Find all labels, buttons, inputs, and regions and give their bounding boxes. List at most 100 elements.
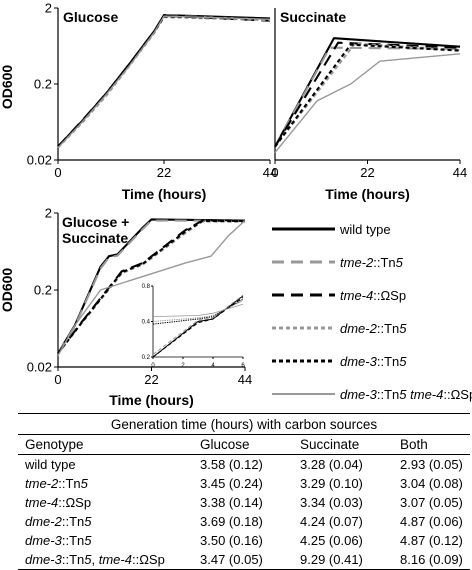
value-cell: 3.45 (0.24) [200,476,263,491]
x-tick-label: 2 [181,363,185,369]
x-tick-label: 4 [211,363,215,369]
series-line-dbl [274,53,461,154]
value-cell: 3.29 (0.10) [300,476,363,491]
legend-label: dme-3::Tn5 [340,354,407,369]
series-line-dme3 [274,43,461,148]
value-cell: 3.28 (0.04) [300,457,363,472]
legend-entry-dme2: dme-2::Tn5 [272,321,407,336]
panel-title: Glucose [63,9,118,25]
y-tick-label: 2 [45,1,52,16]
series-line-dbl [57,219,246,357]
value-cell: 3.47 (0.05) [193,550,293,570]
x-tick-label: 22 [157,165,171,180]
x-tick-label: 44 [453,165,467,180]
x-tick-label: 0 [271,165,278,180]
chart-legend: wild typetme-2::Tn5tme-4::ΩSpdme-2::Tn5d… [272,222,472,402]
table-row: dme-3::Tn5 3.50 (0.16) 4.25 (0.06) 4.87 (0.… [18,531,470,550]
legend-label: wild type [339,222,391,237]
table-row: tme-2::Tn5 3.45 (0.24) 3.29 (0.10) 3.04 (0.… [18,474,470,493]
x-tick-label: 44 [263,165,277,180]
legend-entry-dbl: dme-3::Tn5 tme-4::ΩSp [272,387,472,402]
series-line-tme2 [57,219,246,354]
value-cell: 4.24 (0.07) [300,514,363,529]
legend-label: dme-3::Tn5 tme-4::ΩSp [340,387,472,402]
y-tick-label: 0.02 [27,153,52,168]
value-cell: 4.87 (0.06) [400,514,463,529]
legend-label: dme-2::Tn5 [340,321,407,336]
header-genotype: Genotype [18,434,193,455]
series-line-dbl [152,303,244,317]
genotype-cell: wild type [25,457,76,472]
panel-title-line2: Succinate [62,230,128,246]
series-line-dme2 [57,16,271,149]
value-cell: 4.25 (0.06) [300,533,363,548]
legend-label: tme-4::ΩSp [340,288,406,303]
series-line-tme2 [274,46,461,148]
value-cell: 3.38 (0.14) [200,495,263,510]
legend-label: tme-2::Tn5 [340,255,404,270]
y-tick-label: 0.4 [142,320,151,326]
genotype-cell: dme-2::Tn5 [25,514,92,529]
series-line-wt [57,13,271,148]
series-line-dme3 [57,15,271,148]
value-cell: 3.04 (0.08) [400,476,463,491]
table-row: dme-3::Tn5, tme-4::ΩSp 3.47 (0.05) 9.29 (0… [18,550,470,570]
series-line-tme2 [152,294,244,355]
y-tick-label: 0.2 [34,77,52,92]
legend-entry-wt: wild type [272,222,391,237]
table-row: wild type 3.58 (0.12) 3.28 (0.04) 2.93 (0.0… [18,455,470,475]
y-tick-label: 0.2 [142,355,151,361]
series-line-dbl [57,15,271,149]
x-tick-label: 0 [151,363,155,369]
panel-title: Glucose + [62,214,129,230]
value-cell: 3.69 (0.18) [200,514,263,529]
legend-entry-tme2: tme-2::Tn5 [272,255,404,270]
x-tick-label: 22 [144,372,158,387]
series-line-tme2 [57,14,271,148]
x-axis-label: Time (hours) [325,186,410,202]
value-cell: 3.50 (0.16) [200,533,263,548]
x-tick-label: 0 [54,372,61,387]
value-cell: 3.07 (0.05) [400,495,463,510]
series-line-dme3 [152,298,244,325]
genotype-cell: tme-2::Tn5 [25,476,88,491]
series-line-dme3 [57,219,246,355]
x-axis-label: Time (hours) [122,186,207,202]
y-tick-label: 0.02 [27,360,52,375]
panel-inset: 0.8 0.4 0.20 2 4 6 [142,284,246,369]
panel-succinate: 0 22 44 Time (hours) Succinate [271,8,467,202]
y-tick-label: 0.2 [34,283,52,298]
table-header-row: Genotype Glucose Succinate Both [18,434,470,455]
legend-entry-tme4: tme-4::ΩSp [272,288,406,303]
table-row: tme-4::ΩSp 3.38 (0.14) 3.34 (0.03) 3.07 (0.… [18,493,470,512]
y-axis-label-top: OD600 [0,65,15,110]
value-cell: 3.34 (0.03) [300,495,363,510]
panel-title: Succinate [280,9,346,25]
y-axis-label-bottom: OD600 [0,268,15,313]
value-cell: 8.16 (0.09) [393,550,470,570]
x-axis-label: Time (hours) [109,392,194,408]
series-line-wt [274,37,461,148]
value-cell: 2.93 (0.05) [400,457,463,472]
x-tick-label: 0 [54,165,61,180]
header-glucose: Glucose [193,434,293,455]
y-tick-label: 2 [45,206,52,221]
genotype-cell: dme-3::Tn5 [25,533,92,548]
legend-entry-dme3: dme-3::Tn5 [272,354,407,369]
header-both: Both [393,434,470,455]
value-cell: 3.58 (0.12) [200,457,263,472]
genotype-cell: tme-4::ΩSp [25,495,92,510]
series-line-tme4 [274,41,461,148]
series-line-tme4 [57,14,271,148]
value-cell: 4.87 (0.12) [400,533,463,548]
table-row: dme-2::Tn5 3.69 (0.18) 4.24 (0.07) 4.87 (0.… [18,512,470,531]
generation-time-table: Generation time (hours) with carbon sour… [18,413,470,570]
y-tick-label: 0.8 [142,284,151,290]
genotype-cell: dme-3::Tn5, tme-4::ΩSp [18,550,193,570]
x-tick-label: 6 [241,363,245,369]
x-tick-label: 22 [360,165,374,180]
header-succinate: Succinate [293,434,393,455]
table-caption: Generation time (hours) with carbon sour… [18,413,470,435]
